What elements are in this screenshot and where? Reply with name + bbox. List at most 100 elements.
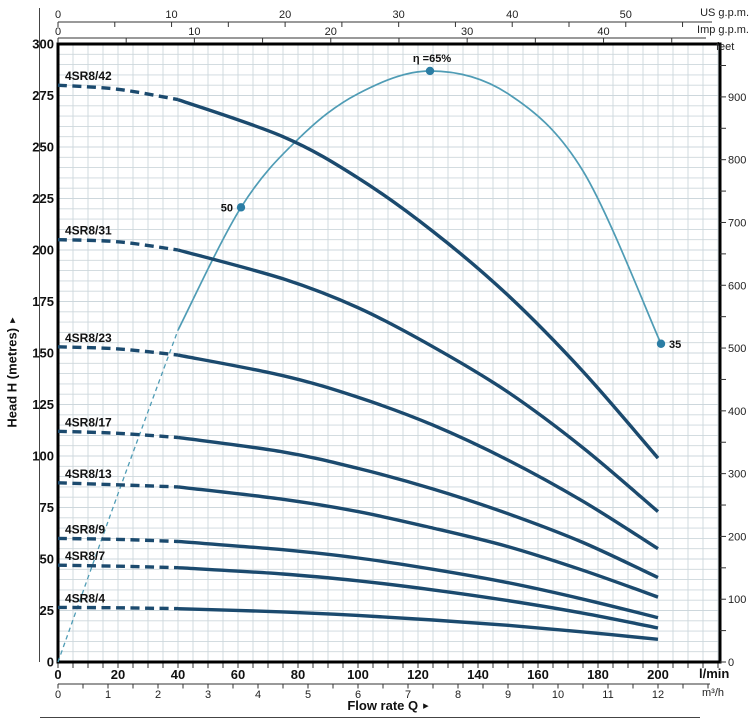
m3h-tick-label: 10 xyxy=(552,689,564,701)
efficiency-marker-dot xyxy=(236,203,246,212)
feet-tick-label: 500 xyxy=(728,343,746,355)
lmin-unit-label: l/min xyxy=(699,666,730,681)
head-metres-tick-label: 25 xyxy=(40,603,54,618)
curve-label-4SR8/17: 4SR8/17 xyxy=(65,415,112,429)
m3h-tick-label: 1 xyxy=(105,689,111,701)
lmin-tick-label: 120 xyxy=(407,667,429,682)
head-metres-tick-label: 275 xyxy=(32,88,54,103)
feet-tick-label: 300 xyxy=(728,469,746,481)
head-metres-tick-label: 225 xyxy=(32,191,54,206)
left-page-rule xyxy=(39,8,40,662)
efficiency-marker-label: 50 xyxy=(221,202,233,214)
imp-gpm-tick-label: 0 xyxy=(55,26,61,38)
curve-label-4SR8/23: 4SR8/23 xyxy=(65,331,112,345)
lmin-tick-label: 200 xyxy=(647,667,669,682)
us-gpm-tick-label: 30 xyxy=(393,9,405,21)
efficiency-marker-label: η =65% xyxy=(413,53,451,65)
efficiency-curve xyxy=(177,70,662,345)
bottom-page-rule xyxy=(40,717,700,718)
curve-label-4SR8/9: 4SR8/9 xyxy=(65,522,105,536)
right-arrow-icon: ▸ xyxy=(423,700,429,712)
x-axis-title: Flow rate Q ▸ xyxy=(258,698,518,713)
us-gpm-tick-label: 50 xyxy=(620,9,632,21)
head-metres-tick-label: 50 xyxy=(40,552,54,567)
m3h-tick-label: 3 xyxy=(205,689,211,701)
head-metres-tick-label: 0 xyxy=(47,655,54,670)
efficiency-marker-label: 35 xyxy=(669,339,681,351)
imp-gpm-unit-label: Imp g.p.m. xyxy=(697,24,749,36)
pump-curve-4SR8/7 xyxy=(177,565,659,630)
efficiency-marker-dot xyxy=(425,66,435,76)
imp-gpm-tick-label: 20 xyxy=(325,26,337,38)
head-metres-tick-label: 100 xyxy=(32,449,54,464)
y-axis-title-text: Head H (metres) xyxy=(4,327,20,428)
curve-label-4SR8/4: 4SR8/4 xyxy=(65,591,105,605)
pump-curve-4SR8/13-dashed xyxy=(57,481,179,489)
feet-tick-label: 0 xyxy=(728,657,734,669)
head-metres-tick-label: 175 xyxy=(32,294,54,309)
lmin-tick-label: 100 xyxy=(347,667,369,682)
us-gpm-tick-label: 20 xyxy=(279,9,291,21)
pump-curve-4SR8/9 xyxy=(177,539,659,620)
pump-curve-4SR8/42-dashed xyxy=(57,83,179,102)
us-gpm-tick-label: 0 xyxy=(55,9,61,21)
feet-tick-label: 800 xyxy=(728,155,746,167)
head-metres-tick-label: 150 xyxy=(32,346,54,361)
us-gpm-tick-label: 10 xyxy=(165,9,177,21)
efficiency-curve-dashed xyxy=(57,329,179,663)
m3h-unit-label: m³/h xyxy=(702,687,724,699)
lmin-tick-label: 60 xyxy=(231,667,245,682)
feet-tick-label: 700 xyxy=(728,217,746,229)
lmin-tick-label: 40 xyxy=(171,667,185,682)
pump-curve-4SR8/31-dashed xyxy=(57,238,179,252)
m3h-tick-label: 12 xyxy=(652,689,664,701)
head-metres-tick-label: 125 xyxy=(32,397,54,412)
pump-curve-4SR8/17-dashed xyxy=(57,429,179,440)
m3h-tick-label: 0 xyxy=(55,689,61,701)
feet-tick-label: 600 xyxy=(728,280,746,292)
up-arrow-icon: ▸ xyxy=(6,317,19,323)
pump-curve-4SR8/4 xyxy=(177,606,659,641)
imp-gpm-tick-label: 40 xyxy=(597,26,609,38)
pump-curve-4SR8/23 xyxy=(177,353,659,551)
efficiency-marker-dot xyxy=(656,339,666,348)
pump-curve-4SR8/4-dashed xyxy=(57,605,179,611)
pump-curve-4SR8/31 xyxy=(177,248,660,513)
curve-label-4SR8/7: 4SR8/7 xyxy=(65,549,105,563)
head-metres-tick-label: 75 xyxy=(40,500,54,515)
curve-label-4SR8/13: 4SR8/13 xyxy=(65,467,112,481)
m3h-tick-label: 5 xyxy=(305,689,311,701)
head-metres-tick-label: 300 xyxy=(32,37,54,52)
m3h-tick-label: 9 xyxy=(505,689,511,701)
m3h-tick-label: 2 xyxy=(155,689,161,701)
lmin-tick-label: 180 xyxy=(587,667,609,682)
imp-gpm-tick-label: 30 xyxy=(461,26,473,38)
m3h-tick-label: 8 xyxy=(455,689,461,701)
us-gpm-unit-label: US g.p.m. xyxy=(700,7,749,19)
curve-label-4SR8/42: 4SR8/42 xyxy=(65,69,112,83)
curve-label-4SR8/31: 4SR8/31 xyxy=(65,224,112,238)
lmin-tick-label: 160 xyxy=(527,667,549,682)
lmin-tick-label: 20 xyxy=(111,667,125,682)
pump-curve-4SR8/7-dashed xyxy=(57,563,179,570)
pump-curve-4SR8/9-dashed xyxy=(57,536,179,544)
feet-unit-label: feet xyxy=(716,41,735,53)
pump-curve-4SR8/23-dashed xyxy=(57,345,179,357)
m3h-tick-label: 4 xyxy=(255,689,261,701)
m3h-tick-label: 11 xyxy=(602,689,613,701)
lmin-tick-label: 140 xyxy=(467,667,489,682)
feet-tick-label: 200 xyxy=(728,531,746,543)
lmin-tick-label: 0 xyxy=(54,667,61,682)
pump-curve-4SR8/17 xyxy=(177,435,659,580)
plot-border xyxy=(56,42,722,664)
head-metres-tick-label: 200 xyxy=(32,243,54,258)
x-axis-title-text: Flow rate Q xyxy=(347,698,419,713)
us-gpm-tick-label: 40 xyxy=(506,9,518,21)
imp-gpm-tick-label: 10 xyxy=(188,26,200,38)
head-metres-tick-label: 250 xyxy=(32,140,54,155)
lmin-tick-label: 80 xyxy=(291,667,305,682)
pump-curve-4SR8/13 xyxy=(177,485,659,599)
feet-tick-label: 900 xyxy=(728,92,746,104)
